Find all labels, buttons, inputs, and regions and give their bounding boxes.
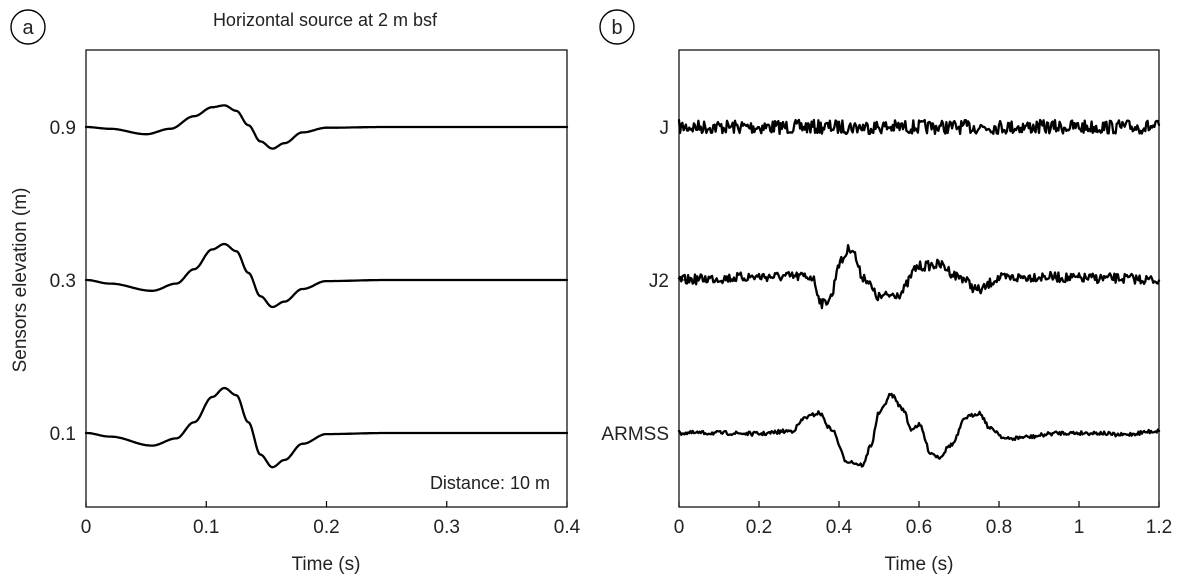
panel-a-y-tick-label: 0.9 (50, 118, 76, 139)
panel-b-trace-J (677, 118, 1161, 136)
panel-a-x-axis-label: Time (s) (292, 554, 361, 575)
panel-a-trace-0.3 (84, 242, 569, 309)
panel-b-x-tick-label: 0.2 (746, 517, 772, 538)
panel-b-x-tick-label: 1.2 (1146, 517, 1172, 538)
panel-a-x-tick-label: 0.2 (313, 517, 339, 538)
panel-a-x-tick-label: 0.3 (434, 517, 460, 538)
panel-a-traces (84, 104, 569, 469)
panel-a-title: Horizontal source at 2 m bsf (213, 10, 438, 30)
panel-a-trace-0.9 (84, 104, 569, 150)
panel-b-x-tick-label: 0.8 (986, 517, 1012, 538)
panel-b-x-tick-label: 1 (1074, 517, 1085, 538)
panel-a-x-ticks: 0 0.1 0.2 0.3 0.4 (81, 501, 581, 538)
panel-b-trace-label: ARMSS (601, 424, 669, 445)
panel-b-x-tick-label: 0.4 (826, 517, 853, 538)
panel-b-trace-ARMSS (677, 392, 1161, 468)
svg-text:a: a (22, 17, 34, 39)
panel-a-plot-area (85, 49, 568, 508)
panel-a-letter: a (10, 9, 46, 45)
panel-a-y-ticks: 0.9 0.3 0.1 (50, 118, 92, 445)
panel-a-x-tick-label: 0 (81, 517, 92, 538)
panel-b-trace-label: J2 (649, 271, 669, 292)
panel-b-trace-labels: J J2 ARMSS (601, 118, 685, 445)
panel-a-y-axis-label: Sensors elevation (m) (10, 188, 31, 373)
panel-b-letter: b (599, 9, 635, 45)
panel-a-x-tick-label: 0.4 (554, 517, 581, 538)
svg-text:b: b (611, 17, 622, 39)
panel-b-trace-label: J (660, 118, 670, 139)
panel-a-distance-annotation: Distance: 10 m (430, 473, 550, 493)
panel-b-x-axis-label: Time (s) (885, 554, 954, 575)
panel-a-y-tick-label: 0.1 (50, 424, 76, 445)
panel-b-x-ticks: 0 0.2 0.4 0.6 0.8 1 1.2 (674, 501, 1172, 538)
panel-a-trace-0.1 (84, 386, 569, 469)
panel-b-x-tick-label: 0.6 (906, 517, 932, 538)
panel-b-x-tick-label: 0 (674, 517, 685, 538)
panel-a-y-tick-label: 0.3 (50, 271, 76, 292)
panel-b-trace-J2 (677, 244, 1161, 310)
panel-a-x-tick-label: 0.1 (193, 517, 219, 538)
panel-b-traces (677, 118, 1161, 468)
